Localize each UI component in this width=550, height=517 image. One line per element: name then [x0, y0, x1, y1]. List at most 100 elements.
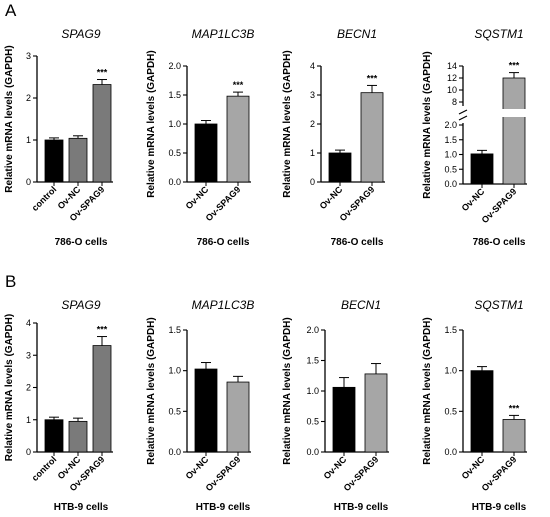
y-tick-label: 1.0 [168, 119, 181, 129]
y-tick-label: 0.5 [168, 148, 181, 158]
bar [44, 139, 64, 183]
x-axis-label: HTB-9 cells [472, 502, 527, 512]
bar [502, 419, 526, 453]
bar [360, 92, 384, 183]
y-tick-label: 0 [26, 447, 31, 457]
significance-label: *** [233, 80, 244, 90]
chart-b-sqstm1: 0.0 0.5 1.0 1.5 Ov-NC *** Ov-SPAG9 SQSTM1 Relati… [422, 298, 527, 513]
x-tick-label: Ov-SPAG9 [342, 454, 381, 493]
chart-title: MAP1LC3B [192, 27, 255, 41]
x-axis-label: 786-O cells [473, 237, 526, 248]
y-tick-label: 0.5 [306, 417, 319, 427]
significance-label: *** [97, 325, 108, 335]
significance-label: *** [509, 403, 520, 413]
y-axis-label: Relative mRNA levels (GAPDH) [146, 50, 157, 197]
bar [328, 152, 352, 183]
significance-label: *** [97, 68, 108, 78]
chart-title: SQSTM1 [474, 27, 523, 41]
y-axis-label: Relative mRNA levels (GAPDH) [146, 317, 157, 464]
bar [502, 77, 526, 185]
y-tick-label: 1.0 [168, 366, 181, 376]
y-tick-label: 0.5 [444, 164, 457, 174]
y-tick-label: 0.0 [444, 179, 457, 189]
y-tick-label: 1.5 [444, 325, 457, 335]
y-tick-label: 1.0 [306, 386, 319, 396]
y-tick-label: 3 [310, 90, 315, 100]
x-tick-label: control [30, 454, 59, 483]
chart-title: BECN1 [337, 27, 377, 41]
y-tick-label: 14 [447, 61, 457, 71]
y-tick-label: 0 [310, 177, 315, 187]
y-tick-label: 2.0 [444, 120, 457, 130]
chart-title: SPAG9 [61, 298, 100, 312]
y-tick-label: 2 [26, 93, 31, 103]
y-tick-label: 1.5 [306, 356, 319, 366]
y-tick-label: 0.5 [444, 406, 457, 416]
x-axis-label: 786-O cells [197, 237, 250, 248]
bar [92, 84, 112, 183]
x-tick-label: Ov-NC [460, 186, 487, 213]
bar-break-gap [502, 109, 526, 117]
x-tick-label: control [30, 184, 59, 213]
y-tick-label: 0.0 [168, 447, 181, 457]
chart-title: MAP1LC3B [192, 298, 255, 312]
bar [226, 381, 250, 453]
y-tick-label: 0.0 [444, 447, 457, 457]
y-tick-label: 2.0 [168, 61, 181, 71]
x-axis-label: HTB-9 cells [334, 502, 389, 512]
x-tick-label: Ov-SPAG9 [204, 184, 243, 223]
chart-title: SPAG9 [61, 27, 100, 41]
y-tick-label: 2.0 [306, 325, 319, 335]
y-tick-label: 10 [447, 85, 457, 95]
y-tick-label: 1.5 [444, 135, 457, 145]
bar [44, 419, 64, 453]
y-tick-label: 1 [26, 135, 31, 145]
x-tick-label: Ov-NC [184, 184, 211, 211]
y-tick-label: 4 [26, 318, 31, 328]
bar [194, 123, 218, 183]
x-axis-label: 786-O cells [55, 237, 108, 248]
x-axis-label: 786-O cells [331, 237, 384, 248]
y-tick-label: 4 [310, 61, 315, 71]
bar [470, 153, 494, 185]
chart-a-map1lc3b: 0.0 0.5 1.0 1.5 2.0 Ov-NC *** Ov-SPAG9 MAP1LC3B R… [146, 27, 254, 248]
y-axis-label: Relative mRNA levels (GAPDH) [282, 50, 293, 197]
x-axis-label: HTB-9 cells [196, 502, 251, 512]
y-tick-label: 1.5 [168, 90, 181, 100]
chart-b-spag9: 01234controlOv-NC***Ov-SPAG9SPAG9Relativ… [4, 298, 113, 513]
y-tick-label: 2 [310, 119, 315, 129]
bar [68, 137, 88, 183]
bar [92, 345, 112, 453]
x-tick-label: Ov-SPAG9 [480, 186, 519, 225]
bar [470, 370, 494, 453]
y-axis-label: Relative mRNA levels (GAPDH) [422, 317, 433, 464]
y-axis-label: Relative mRNA levels (GAPDH) [4, 314, 15, 461]
bar [332, 386, 356, 453]
x-tick-label: Ov-NC [318, 184, 345, 211]
y-tick-label: 3 [26, 350, 31, 360]
chart-title: BECN1 [341, 298, 381, 312]
bar [194, 368, 218, 453]
y-tick-label: 0 [26, 177, 31, 187]
y-tick-label: 1 [310, 148, 315, 158]
axis-break-mark [458, 109, 468, 115]
chart-a-becn1: 0 1 2 3 4 Ov-NC *** Ov-SPAG9 BECN1 Relative mRNA … [282, 27, 385, 248]
significance-label: *** [509, 61, 520, 71]
y-tick-label: 1 [26, 415, 31, 425]
y-tick-label: 12 [447, 73, 457, 83]
bar [364, 373, 388, 453]
axis-break-mark [458, 115, 468, 121]
y-tick-label: 0.0 [306, 447, 319, 457]
y-tick-label: 1.5 [168, 325, 181, 335]
chart-title: SQSTM1 [474, 298, 523, 312]
y-tick-label: 2 [26, 383, 31, 393]
x-axis-label: HTB-9 cells [54, 502, 109, 512]
x-tick-label: Ov-NC [184, 454, 211, 481]
chart-a-sqstm1: 0.0 0.5 1.0 1.5 2.0 8 10 12 14 Ov-NC *** Ov-SPAG9 SQ… [422, 27, 527, 248]
panel-letter-a: A [5, 1, 17, 20]
y-tick-label: 1.0 [444, 150, 457, 160]
y-axis-label: Relative mRNA levels (GAPDH) [422, 51, 433, 198]
panel-letter-b: B [5, 272, 17, 291]
